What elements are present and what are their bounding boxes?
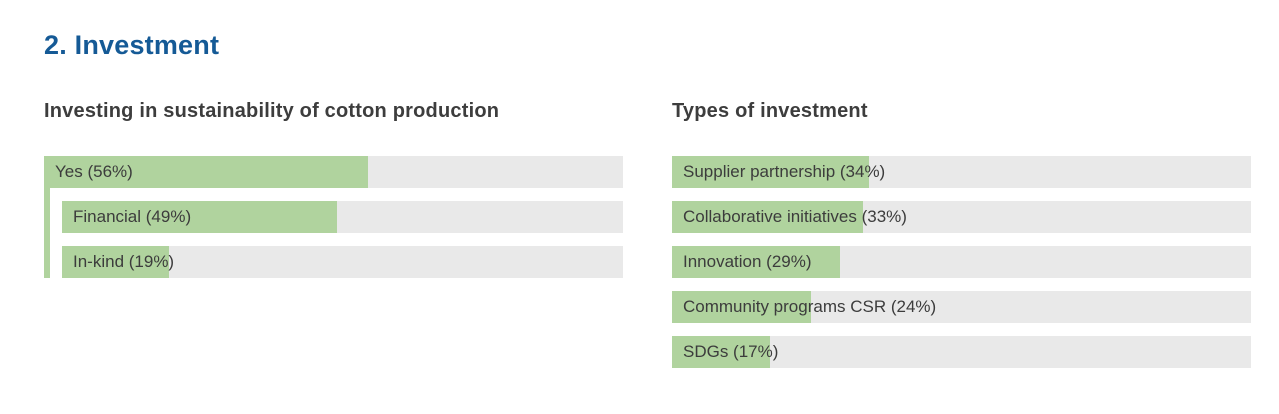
bar-label-collaborative-initiatives: Collaborative initiatives (33%): [683, 207, 907, 226]
bar-fill-innovation: [672, 246, 840, 278]
sub-bar-connector-stripe: [44, 188, 50, 278]
bar-row-financial: Financial (49%): [62, 201, 623, 233]
bar-fill-collaborative-initiatives: [672, 201, 864, 233]
bar-label-community-programs-csr: Community programs CSR (24%): [683, 297, 937, 316]
bar-row-yes: Yes (56%): [44, 156, 623, 188]
bar-fill-supplier-partnership: [672, 156, 869, 188]
bar-row-innovation: Innovation (29%): [672, 246, 1251, 278]
bar-fill-yes: [44, 156, 369, 188]
bar-label-in-kind: In-kind (19%): [73, 252, 175, 271]
chart-title-investment-types: Types of investment: [672, 100, 868, 122]
bar-fill-community-programs-csr: [672, 291, 811, 323]
bar-label-financial: Financial (49%): [73, 207, 192, 226]
bar-fill-financial: [62, 201, 337, 233]
bar-fill-sdgs: [672, 336, 771, 368]
bar-label-yes: Yes (56%): [55, 162, 133, 181]
bar-row-in-kind: In-kind (19%): [62, 246, 623, 278]
page-title: 2. Investment: [44, 30, 220, 60]
bar-label-supplier-partnership: Supplier partnership (34%): [683, 162, 886, 181]
bar-row-sdgs: SDGs (17%): [672, 336, 1251, 368]
bar-label-sdgs: SDGs (17%): [683, 342, 779, 361]
bar-row-supplier-partnership: Supplier partnership (34%): [672, 156, 1251, 188]
chart-title-sustainability: Investing in sustainability of cotton pr…: [44, 100, 500, 122]
bar-fill-in-kind: [62, 246, 169, 278]
bar-row-community-programs-csr: Community programs CSR (24%): [672, 291, 1251, 323]
bar-label-innovation: Innovation (29%): [683, 252, 812, 271]
bar-row-collaborative-initiatives: Collaborative initiatives (33%): [672, 201, 1251, 233]
